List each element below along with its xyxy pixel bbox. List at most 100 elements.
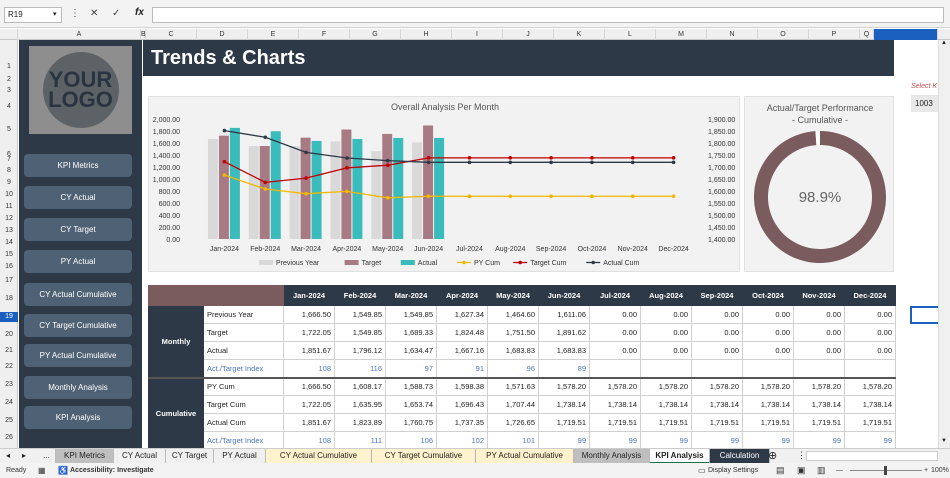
- column-header-n[interactable]: N: [707, 29, 758, 40]
- point-actual-cum[interactable]: [222, 128, 227, 133]
- table-cell[interactable]: 1,578.20: [691, 376, 743, 396]
- table-cell[interactable]: 0.00: [793, 323, 845, 342]
- bar-actual[interactable]: [352, 138, 363, 239]
- table-cell[interactable]: 1,738.14: [742, 395, 794, 414]
- prev-sheet-icon[interactable]: ◂: [6, 451, 11, 460]
- table-cell[interactable]: 0.00: [742, 341, 794, 360]
- table-cell[interactable]: [844, 359, 896, 378]
- chevron-down-icon[interactable]: ▾: [53, 11, 57, 18]
- row-header-24[interactable]: 24: [5, 399, 13, 406]
- point-py-cum[interactable]: [345, 189, 349, 194]
- point-actual-cum[interactable]: [630, 160, 635, 165]
- table-cell[interactable]: 0.00: [691, 323, 743, 342]
- table-cell[interactable]: 1,635.95: [334, 395, 386, 414]
- row-label[interactable]: Act./Target Index: [203, 359, 284, 378]
- bar-target[interactable]: [382, 133, 393, 239]
- row-header-23[interactable]: 23: [5, 381, 13, 388]
- column-header-g[interactable]: G: [350, 29, 401, 40]
- table-cell[interactable]: 116: [334, 359, 386, 378]
- table-cell[interactable]: 1,611.06: [538, 305, 590, 324]
- table-cell[interactable]: 1,726.65: [487, 413, 539, 432]
- point-actual-cum[interactable]: [263, 135, 268, 140]
- sheet-tab-cy-actual-cumulative[interactable]: CY Actual Cumulative: [266, 449, 372, 464]
- row-header-12[interactable]: 12: [5, 215, 13, 222]
- point-py-cum[interactable]: [385, 196, 390, 200]
- row-header-19[interactable]: 19: [0, 312, 18, 322]
- table-cell[interactable]: 0.00: [793, 305, 845, 324]
- table-cell[interactable]: 1,738.14: [589, 395, 641, 414]
- column-header-r[interactable]: [874, 29, 938, 40]
- table-cell[interactable]: 1,598.38: [436, 376, 488, 396]
- table-cell[interactable]: 1,738.14: [640, 395, 692, 414]
- point-target-cum[interactable]: [385, 163, 390, 168]
- table-cell[interactable]: 1,823.89: [334, 413, 386, 432]
- table-cell[interactable]: 99: [742, 431, 794, 450]
- point-target-cum[interactable]: [304, 176, 308, 180]
- row-label[interactable]: Target: [203, 323, 284, 342]
- display-settings-icon[interactable]: ▭: [698, 466, 706, 475]
- column-header-k[interactable]: K: [554, 29, 605, 40]
- nav-button-cy-actual[interactable]: CY Actual: [24, 186, 132, 209]
- row-header-6[interactable]: 6: [7, 151, 11, 158]
- nav-button-cy-target-cumulative[interactable]: CY Target Cumulative: [24, 314, 132, 337]
- table-cell[interactable]: 0.00: [742, 305, 794, 324]
- table-cell[interactable]: 1,689.33: [385, 323, 437, 342]
- table-cell[interactable]: 89: [538, 359, 590, 378]
- row-label[interactable]: PY Cum: [203, 376, 284, 396]
- row-header-20[interactable]: 20: [5, 331, 13, 338]
- table-cell[interactable]: 1,666.50: [283, 305, 335, 324]
- column-header-a[interactable]: A: [18, 29, 141, 40]
- row-header-4[interactable]: 4: [7, 103, 11, 110]
- table-cell[interactable]: 1,464.60: [487, 305, 539, 324]
- row-header-5[interactable]: 5: [7, 126, 11, 133]
- cancel-icon[interactable]: ✕: [90, 8, 99, 19]
- performance-donut-chart[interactable]: Actual/Target Performance - Cumulative -…: [744, 96, 894, 272]
- table-cell[interactable]: 1,824.48: [436, 323, 488, 342]
- display-settings-button[interactable]: Display Settings: [708, 467, 759, 474]
- point-target-cum[interactable]: [590, 156, 594, 160]
- point-actual-cum[interactable]: [426, 160, 431, 165]
- row-label[interactable]: Actual Cum: [203, 413, 284, 432]
- point-actual-cum[interactable]: [671, 160, 676, 165]
- table-cell[interactable]: 0.00: [742, 323, 794, 342]
- point-py-cum[interactable]: [467, 194, 472, 199]
- table-cell[interactable]: 111: [334, 431, 386, 450]
- column-header-o[interactable]: O: [758, 29, 809, 40]
- vertical-scrollbar[interactable]: ▲ ▼: [938, 40, 950, 448]
- table-cell[interactable]: 0.00: [844, 323, 896, 342]
- row-header-15[interactable]: 15: [5, 251, 13, 258]
- table-cell[interactable]: 1,738.14: [844, 395, 896, 414]
- column-header-m[interactable]: M: [656, 29, 707, 40]
- table-cell[interactable]: 1,578.20: [793, 376, 845, 396]
- point-actual-cum[interactable]: [590, 160, 594, 165]
- normal-view-icon[interactable]: ▤: [776, 465, 785, 475]
- nav-button-monthly-analysis[interactable]: Monthly Analysis: [24, 376, 132, 399]
- row-header-9[interactable]: 9: [7, 179, 11, 186]
- bar-target[interactable]: [259, 146, 270, 239]
- row-header-22[interactable]: 22: [5, 363, 13, 370]
- table-cell[interactable]: 1,737.35: [436, 413, 488, 432]
- point-py-cum[interactable]: [590, 194, 594, 199]
- sheet-tab-[interactable]: ...: [38, 449, 56, 464]
- nav-button-py-actual-cumulative[interactable]: PY Actual Cumulative: [24, 344, 132, 367]
- point-target-cum[interactable]: [426, 156, 431, 160]
- bar-target[interactable]: [423, 125, 434, 239]
- nav-button-py-actual[interactable]: PY Actual: [24, 250, 132, 273]
- table-cell[interactable]: 1,851.67: [283, 413, 335, 432]
- table-cell[interactable]: 1,891.62: [538, 323, 590, 342]
- bar-actual[interactable]: [434, 137, 445, 239]
- table-cell[interactable]: 0.00: [640, 341, 692, 360]
- insert-function-icon[interactable]: fx: [135, 7, 144, 18]
- table-cell[interactable]: 91: [436, 359, 488, 378]
- row-header-10[interactable]: 10: [5, 191, 13, 198]
- point-py-cum[interactable]: [630, 194, 635, 199]
- table-cell[interactable]: 0.00: [844, 305, 896, 324]
- zoom-level[interactable]: 100%: [931, 467, 949, 474]
- macro-record-icon[interactable]: ▦: [38, 466, 46, 475]
- table-cell[interactable]: 0.00: [640, 323, 692, 342]
- point-target-cum[interactable]: [467, 156, 472, 160]
- table-cell[interactable]: 1,578.20: [844, 376, 896, 396]
- table-cell[interactable]: 1,653.74: [385, 395, 437, 414]
- bar-actual[interactable]: [311, 140, 322, 239]
- point-py-cum[interactable]: [304, 191, 308, 196]
